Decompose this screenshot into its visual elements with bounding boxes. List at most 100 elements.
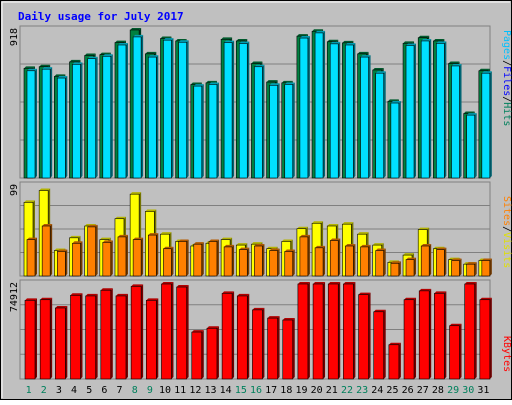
sites-bar-day-16 (254, 245, 263, 277)
files-bar-day-11-side (186, 40, 189, 179)
kbytes-bar-day-16-top (252, 307, 265, 310)
kbytes-bar-day-15 (236, 295, 248, 380)
kbytes-bar-day-17 (267, 317, 278, 380)
sites-bar-day-25 (390, 262, 400, 277)
x-label-day-6: 6 (101, 385, 107, 396)
sites-bar-day-30-side (474, 262, 477, 276)
kbytes-bar-day-17-top (267, 316, 280, 319)
sites-bar-day-7-side (125, 234, 128, 276)
kbytes-bar-day-14 (221, 293, 233, 380)
files-bar-day-23-top (360, 55, 371, 58)
kbytes-bar-day-1-top (25, 298, 37, 301)
visits-bar-day-7-top (114, 216, 126, 219)
files-bar-day-12 (193, 85, 203, 179)
kbytes-bar-day-12 (191, 331, 203, 380)
sites-bar-day-23-side (368, 244, 371, 276)
kbytes-bar-day-4-side (80, 293, 83, 379)
kbytes-bar-day-2-side (50, 297, 53, 379)
kbytes-bar-day-29 (449, 325, 460, 380)
files-bar-day-19-side (307, 36, 310, 178)
sites-bar-day-18 (284, 251, 294, 277)
files-bar-day-27-side (429, 38, 432, 178)
sites-bar-day-14 (223, 246, 233, 277)
kbytes-bar-day-26-side (414, 297, 417, 379)
x-label-day-17: 17 (265, 385, 277, 396)
files-bar-day-2-top (42, 67, 53, 70)
sites-bar-day-19 (299, 236, 309, 277)
files-bar-day-13-top (208, 82, 219, 85)
files-bar-day-21-top (330, 41, 341, 44)
kbytes-bar-day-10-top (161, 282, 174, 284)
sites-bar-day-6-top (102, 240, 113, 243)
files-bar-day-22 (345, 44, 354, 179)
sites-bar-day-26-top (406, 257, 417, 260)
sites-bar-day-26 (405, 259, 415, 277)
visits-bar-day-4-top (69, 235, 81, 238)
files-bar-day-30-top (466, 113, 477, 116)
files-bar-day-17 (269, 84, 278, 179)
files-bar-day-8-side (141, 34, 144, 178)
files-bar-day-11-top (178, 40, 189, 43)
hits-bar-day-22-top (342, 40, 354, 43)
kbytes-bar-day-8-side (141, 284, 144, 379)
x-label-day-29: 29 (447, 385, 459, 396)
hits-bar-day-15-top (236, 38, 248, 41)
sites-bar-day-28 (436, 249, 445, 277)
kbytes-bar-day-23-top (358, 292, 371, 295)
sites-bar-day-1 (26, 239, 36, 277)
sites-bar-day-20 (314, 247, 324, 277)
files-bar-day-7 (117, 44, 127, 179)
sites-bar-day-15 (238, 249, 248, 277)
hits-bar-day-14-top (221, 37, 233, 40)
kbytes-bar-day-30-top (464, 282, 477, 284)
files-bar-day-12-top (193, 84, 204, 87)
sites-bar-day-22-top (345, 244, 356, 246)
kbytes-bar-day-24-side (383, 309, 386, 379)
x-label-day-31: 31 (477, 385, 489, 396)
hits-bar-day-3-top (54, 74, 66, 77)
sites-bar-day-15-top (239, 247, 250, 250)
sites-bar-day-7 (117, 236, 127, 277)
files-bar-day-8-top (133, 34, 144, 37)
files-bar-day-16-side (262, 64, 265, 178)
x-label-day-13: 13 (204, 385, 216, 396)
files-bar-day-10 (163, 39, 172, 179)
sites-bar-day-3 (57, 251, 66, 277)
sites-bar-day-21 (329, 240, 339, 277)
kbytes-bar-day-22 (343, 283, 354, 380)
sites-bar-day-17-side (277, 248, 280, 276)
x-label-day-28: 28 (432, 385, 444, 396)
kbytes-bar-day-6-top (100, 288, 113, 291)
files-bar-day-15 (238, 43, 248, 179)
kbytes-bar-day-14-side (232, 291, 235, 379)
files-bar-day-24-side (383, 71, 386, 178)
files-bar-day-23 (360, 56, 369, 179)
kbytes-bar-day-26 (403, 299, 415, 380)
sites-bar-day-5-top (87, 224, 98, 227)
sites-bar-day-15-side (247, 247, 250, 276)
sites-bar-day-27-side (429, 244, 432, 276)
kbytes-bar-day-5 (85, 295, 96, 380)
sites-bar-day-13 (208, 241, 218, 277)
visits-bar-day-19-top (296, 226, 308, 229)
hits-bar-day-1-top (24, 66, 35, 69)
files-bar-day-20 (314, 32, 324, 179)
sites-bar-day-12-top (193, 242, 204, 245)
visits-bar-day-10-top (160, 232, 172, 235)
sites-bar-day-10-top (163, 246, 174, 249)
files-bar-day-22-side (353, 42, 356, 178)
x-label-day-20: 20 (311, 385, 323, 396)
kbytes-bar-day-17-side (277, 316, 280, 379)
kbytes-bar-day-24 (373, 311, 385, 380)
sites-visits-axis-label-sites: Sites (501, 196, 512, 226)
files-bar-day-26 (405, 45, 415, 179)
hits-bar-day-29-top (448, 61, 460, 64)
kbytes-bar-day-21-side (338, 282, 341, 379)
kbytes-bar-day-31-top (479, 297, 492, 300)
sites-bar-day-11-top (178, 239, 189, 242)
sites-bar-day-10-side (171, 246, 174, 276)
files-bar-day-1-side (35, 68, 37, 178)
sites-bar-day-29-side (459, 258, 462, 276)
hits-bar-day-8-top (130, 28, 142, 30)
files-bar-day-7-side (125, 42, 128, 178)
